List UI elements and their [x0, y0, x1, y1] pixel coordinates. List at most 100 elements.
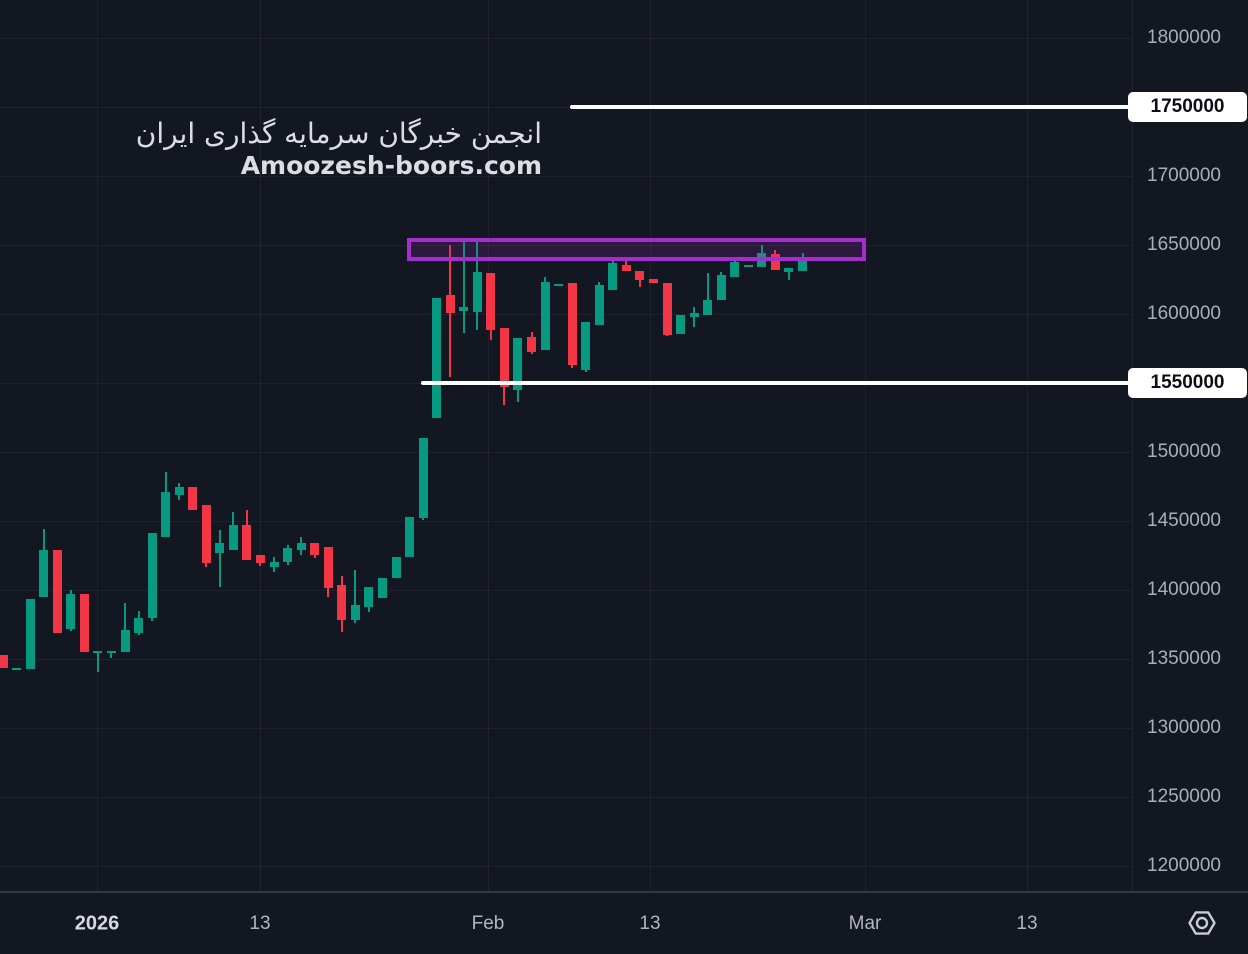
candle	[798, 260, 807, 271]
candle	[147, 533, 157, 618]
candle	[499, 328, 509, 387]
candle	[567, 283, 577, 366]
chart-plot-area[interactable]: انجمن خبرگان سرمایه گذاری ایران Amoozesh…	[0, 0, 1132, 891]
candle	[93, 651, 103, 653]
candle-wick	[96, 651, 99, 672]
candle	[106, 651, 116, 653]
time-axis-label: Mar	[848, 912, 882, 934]
gridline-horizontal	[0, 866, 1132, 867]
gridline-vertical	[97, 0, 98, 891]
candle	[689, 313, 699, 317]
time-axis[interactable]: 2026 13 Feb 13 Mar 13	[0, 891, 1248, 954]
resistance-zone-rectangle[interactable]	[407, 238, 866, 261]
gridline-horizontal	[0, 452, 1132, 453]
gridline-vertical	[650, 0, 651, 891]
gridline-horizontal	[0, 38, 1132, 39]
price-axis-label: 1700000	[1147, 165, 1221, 186]
price-axis-label: 1600000	[1147, 303, 1221, 324]
candle	[513, 338, 523, 390]
candle	[581, 322, 591, 370]
time-axis-label: 13	[1016, 912, 1038, 934]
watermark-line-persian: انجمن خبرگان سرمایه گذاری ایران	[135, 117, 542, 150]
gridline-horizontal	[0, 521, 1132, 522]
candle	[554, 284, 564, 287]
candle	[621, 265, 631, 271]
gridline-horizontal	[0, 107, 1132, 108]
candle	[377, 578, 387, 598]
candle	[784, 268, 794, 272]
gridline-horizontal	[0, 245, 1132, 246]
candle	[52, 550, 62, 633]
watermark: انجمن خبرگان سرمایه گذاری ایران Amoozesh…	[136, 116, 542, 180]
time-axis-label: 2026	[74, 912, 120, 934]
time-axis-label: Feb	[471, 912, 505, 934]
gridline-horizontal	[0, 176, 1132, 177]
price-level-line[interactable]	[421, 381, 1132, 385]
gridline-horizontal	[0, 797, 1132, 798]
price-axis-label: 1200000	[1147, 855, 1221, 876]
candle	[730, 262, 740, 277]
candle	[296, 543, 306, 551]
price-axis-label: 1350000	[1147, 648, 1221, 669]
price-level-tag[interactable]: 1550000	[1128, 368, 1247, 398]
candle	[608, 262, 618, 290]
candle	[703, 300, 713, 316]
price-axis-label: 1500000	[1147, 441, 1221, 462]
candle	[676, 315, 685, 334]
price-level-line[interactable]	[570, 105, 1132, 109]
candle-wick	[693, 307, 696, 327]
price-axis-label: 1250000	[1147, 786, 1221, 807]
gridline-horizontal	[0, 728, 1132, 729]
candle	[228, 525, 238, 551]
candle	[201, 505, 211, 564]
candle	[540, 282, 550, 350]
candle	[283, 548, 293, 563]
candle	[662, 283, 672, 335]
candle	[0, 655, 8, 668]
candle	[459, 307, 469, 312]
candle-wick	[787, 268, 790, 280]
candle	[323, 547, 333, 589]
price-axis-label: 1300000	[1147, 717, 1221, 738]
candle	[120, 630, 130, 652]
candle	[594, 285, 604, 325]
candle	[188, 487, 198, 511]
watermark-line-site: Amoozesh-boors.com	[240, 151, 542, 180]
candle	[716, 274, 726, 300]
time-axis-label: 13	[639, 912, 661, 934]
candle	[161, 492, 171, 538]
candle	[255, 555, 265, 564]
gridline-vertical	[488, 0, 489, 891]
time-axis-label: 13	[249, 912, 271, 934]
candle	[445, 295, 455, 314]
candle	[310, 543, 320, 556]
candle	[12, 668, 22, 670]
candle	[134, 618, 143, 633]
candle	[486, 273, 496, 330]
price-level-tag[interactable]: 1750000	[1128, 92, 1247, 122]
candle	[174, 487, 184, 496]
candle-wick	[462, 238, 465, 333]
candle	[743, 264, 753, 267]
price-axis-label: 1400000	[1147, 579, 1221, 600]
price-axis[interactable]: 1750000155000018000001750000170000016500…	[1128, 0, 1248, 891]
candle	[242, 525, 252, 561]
gridline-vertical	[260, 0, 261, 891]
gridline-horizontal	[0, 659, 1132, 660]
gridline-vertical	[1027, 0, 1028, 891]
candle-wick	[110, 651, 113, 658]
candle-wick	[706, 273, 709, 316]
candle-wick	[124, 603, 126, 652]
gridline-horizontal	[0, 590, 1132, 591]
candle	[269, 562, 279, 568]
candle	[364, 587, 374, 607]
price-axis-label: 1450000	[1147, 510, 1221, 531]
candle	[337, 585, 347, 621]
gridline-horizontal	[0, 314, 1132, 315]
candle	[405, 517, 414, 558]
candle	[527, 337, 536, 352]
price-axis-label: 1650000	[1147, 234, 1221, 255]
candle	[66, 594, 76, 630]
hexagon-settings-icon[interactable]	[1186, 907, 1218, 939]
candle	[25, 599, 35, 669]
